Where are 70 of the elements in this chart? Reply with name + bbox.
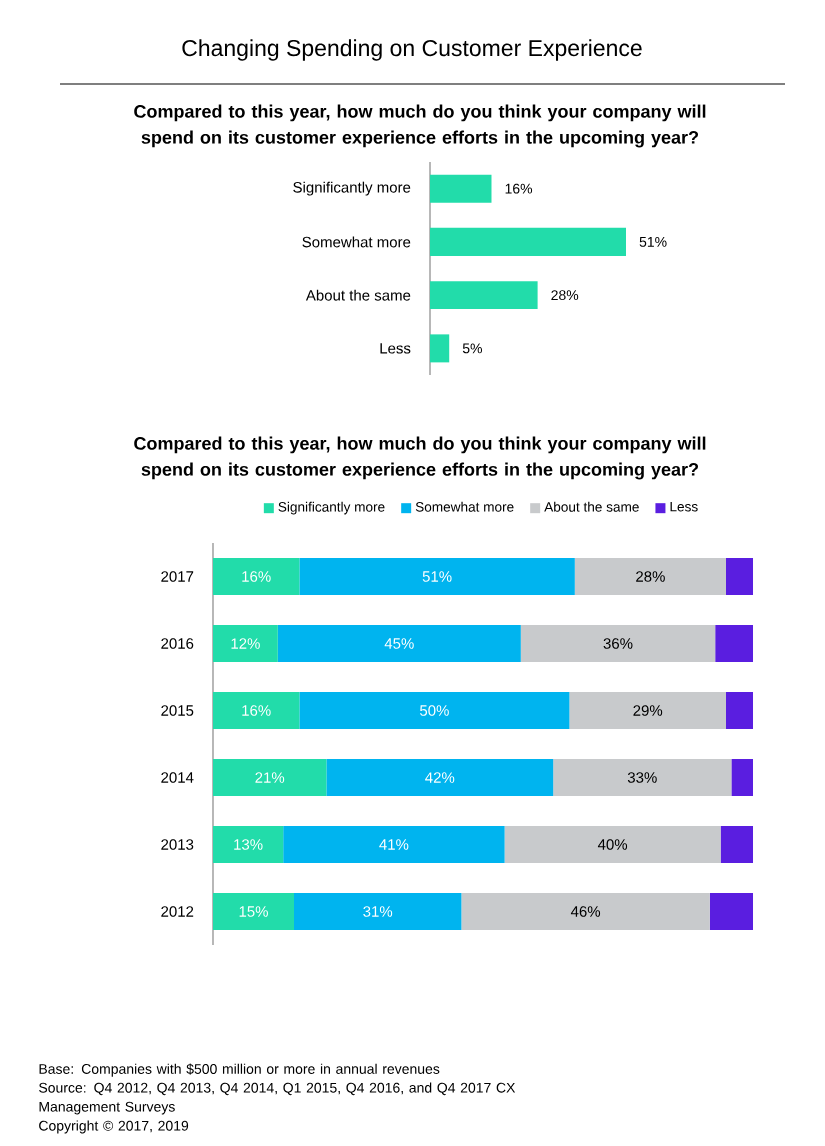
bar [294, 893, 462, 931]
data-label: 29% [633, 705, 663, 716]
bar [709, 893, 754, 931]
data-label: 42% [425, 772, 455, 783]
chart-title: Compared to this year, how much do you think your company will spend on its customer experience efforts in the upcoming year? [134, 436, 706, 480]
data-label: 33% [627, 772, 657, 783]
bar [520, 625, 716, 663]
data-label: 31% [363, 906, 393, 917]
bar [283, 826, 505, 864]
bar [504, 826, 721, 864]
bar [213, 759, 327, 797]
bar [569, 692, 727, 730]
bar [326, 759, 554, 797]
bar [726, 692, 754, 730]
data-label: 28% [551, 290, 579, 301]
bar [726, 558, 754, 596]
data-label: 40% [597, 839, 628, 850]
bar [213, 893, 294, 931]
data-label: 16% [242, 705, 271, 716]
data-label: 15% [239, 906, 268, 917]
bar [430, 227, 626, 256]
bar [299, 692, 570, 730]
bar [574, 558, 727, 596]
legend-label: Significantly more [278, 501, 385, 515]
y-tick-label: 2014 [161, 772, 194, 783]
y-tick-label: 2017 [161, 571, 194, 582]
bar [213, 558, 300, 596]
y-tick-label: Significantly more [293, 181, 411, 196]
data-label: 50% [419, 705, 449, 716]
bar [461, 893, 710, 931]
y-tick-label: Somewhat more [302, 236, 411, 248]
bar [430, 334, 450, 363]
y-tick-label: 2016 [161, 638, 194, 649]
data-label: 13% [234, 839, 263, 850]
y-tick-label: 2012 [161, 906, 194, 917]
data-label: 28% [636, 571, 665, 582]
data-label: 12% [231, 638, 260, 649]
bar [430, 281, 538, 310]
legend-label: Less [670, 501, 698, 512]
y-tick-label: 2015 [161, 705, 194, 716]
chart-subtitle: Compared to this year, how much do you think your company will spend on its customer experience efforts in the upcoming year? [134, 104, 706, 148]
text: Copyright © 2017, 2019 [39, 1120, 189, 1134]
bar [731, 759, 754, 797]
bar [277, 625, 521, 663]
bar [213, 625, 278, 663]
data-label: 16% [505, 183, 533, 194]
source-note: Source: Q4 2012, Q4 2013, Q4 2014, Q1 2015, Q4 2016, and Q4 2017 CX Management Surveys [39, 1082, 516, 1115]
bar [213, 692, 300, 730]
bar [299, 558, 575, 596]
data-label: 45% [384, 638, 414, 649]
data-label: 51% [639, 236, 667, 247]
legend-label: Somewhat more [415, 501, 514, 512]
text: Base: Companies with $500 million or more in annual revenues [39, 1063, 440, 1077]
data-label: 5% [462, 343, 483, 354]
bar [430, 174, 492, 203]
bar [720, 826, 754, 864]
data-label: 16% [242, 571, 271, 582]
bar [715, 625, 754, 663]
legend-label: About the same [544, 501, 639, 512]
y-tick-label: About the same [305, 289, 411, 301]
data-label: 51% [422, 571, 452, 582]
bar [213, 826, 284, 864]
data-label: 46% [570, 906, 601, 917]
y-tick-label: Less [380, 343, 411, 354]
bar [553, 759, 732, 797]
y-tick-label: 2013 [161, 839, 194, 850]
data-label: 36% [603, 638, 633, 649]
data-label: 41% [379, 839, 409, 850]
chart-title: Changing Spending on Customer Experience [182, 39, 642, 61]
data-label: 21% [255, 772, 285, 783]
